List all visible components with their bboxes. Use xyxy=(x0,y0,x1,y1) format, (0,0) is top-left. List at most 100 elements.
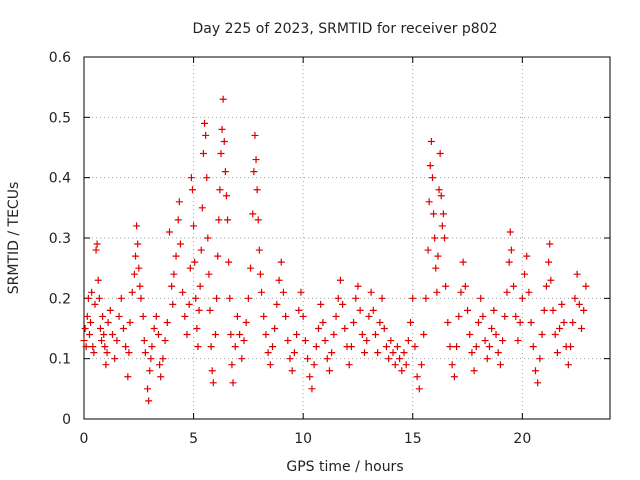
data-point xyxy=(212,331,219,339)
data-point xyxy=(481,337,489,345)
y-tick-label: 0.1 xyxy=(49,352,71,368)
data-point xyxy=(547,276,555,284)
data-point xyxy=(446,343,454,351)
data-point xyxy=(279,288,287,296)
data-point xyxy=(282,312,290,320)
x-axis-label: GPS time / hours xyxy=(286,459,403,475)
data-point xyxy=(247,264,255,272)
data-point xyxy=(197,246,205,254)
data-point xyxy=(275,276,283,284)
data-point xyxy=(170,270,178,278)
data-point xyxy=(573,270,581,278)
data-point xyxy=(361,349,369,357)
data-point xyxy=(199,150,207,158)
data-point xyxy=(396,355,404,363)
data-point xyxy=(81,325,89,332)
y-tick-label: 0.3 xyxy=(49,231,71,247)
data-point xyxy=(218,125,226,133)
data-point xyxy=(244,294,252,302)
data-point xyxy=(553,349,561,357)
data-point xyxy=(325,367,333,375)
data-point xyxy=(301,337,309,345)
data-point xyxy=(213,294,221,302)
data-point xyxy=(358,331,366,339)
data-point xyxy=(441,234,449,242)
y-tick-label: 0.5 xyxy=(49,110,71,126)
chart-title: Day 225 of 2023, SRMTID for receiver p80… xyxy=(192,21,497,37)
data-point xyxy=(505,258,513,266)
data-point xyxy=(165,228,173,236)
data-point xyxy=(549,306,557,314)
data-point xyxy=(485,343,493,351)
data-point xyxy=(90,349,98,357)
data-point xyxy=(119,325,127,332)
data-point xyxy=(99,312,107,320)
data-point xyxy=(409,294,417,302)
scatter-marks xyxy=(80,95,590,405)
data-point xyxy=(425,198,433,206)
data-point xyxy=(288,367,296,375)
data-point xyxy=(332,312,340,320)
data-point xyxy=(148,343,156,351)
data-point xyxy=(475,318,482,326)
y-tick-label: 0.4 xyxy=(49,171,71,187)
data-point xyxy=(542,282,550,290)
data-point xyxy=(227,331,235,339)
data-point xyxy=(217,150,225,158)
data-point xyxy=(551,331,559,339)
data-point xyxy=(420,331,428,339)
data-point xyxy=(389,349,397,357)
data-point xyxy=(202,131,210,139)
data-point xyxy=(139,312,147,320)
data-point xyxy=(125,349,133,357)
data-point xyxy=(161,337,169,345)
data-point xyxy=(426,162,434,170)
data-point xyxy=(146,367,154,375)
data-point xyxy=(224,216,232,224)
data-point xyxy=(382,343,390,351)
data-point xyxy=(198,204,206,212)
data-point xyxy=(407,318,415,326)
data-point xyxy=(436,150,444,158)
data-point xyxy=(512,312,520,320)
data-point xyxy=(466,331,474,339)
data-point xyxy=(501,312,509,320)
data-point xyxy=(194,343,202,351)
data-point xyxy=(503,288,511,296)
data-point xyxy=(442,282,450,290)
data-point xyxy=(404,337,412,345)
data-point xyxy=(444,318,452,326)
data-point xyxy=(117,294,125,302)
data-point xyxy=(242,318,250,326)
data-point xyxy=(434,252,442,260)
data-point xyxy=(319,318,327,326)
data-point xyxy=(208,367,216,375)
data-point xyxy=(203,174,211,182)
data-point xyxy=(130,270,138,278)
x-tick-label: 5 xyxy=(189,431,198,447)
data-point xyxy=(378,294,386,302)
data-point xyxy=(295,306,303,314)
data-point xyxy=(293,331,301,339)
data-point xyxy=(367,288,375,296)
data-point xyxy=(470,367,478,375)
data-point xyxy=(527,318,535,326)
data-point xyxy=(195,306,203,314)
data-point xyxy=(374,349,382,357)
data-point xyxy=(104,318,112,326)
data-point xyxy=(569,318,577,326)
data-point xyxy=(306,373,314,381)
data-point xyxy=(88,288,96,296)
data-point xyxy=(418,361,426,369)
data-point xyxy=(102,361,110,369)
data-point xyxy=(201,119,209,127)
data-point xyxy=(277,258,285,266)
data-point xyxy=(510,282,518,290)
data-point xyxy=(290,349,298,357)
data-point xyxy=(271,325,279,332)
data-point xyxy=(188,186,196,194)
data-point xyxy=(299,312,307,320)
data-point xyxy=(312,343,320,351)
data-point xyxy=(140,337,148,345)
